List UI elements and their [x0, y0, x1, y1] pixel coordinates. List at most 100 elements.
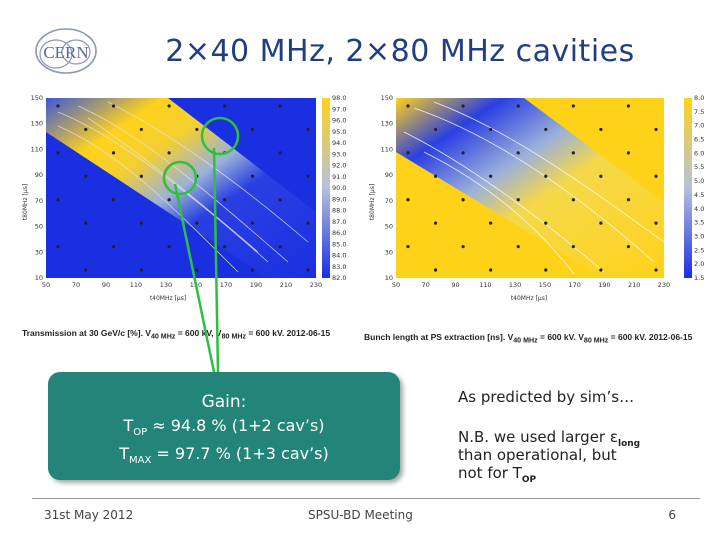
measurement-marker	[654, 268, 658, 272]
y-axis-label: t80MHz [μs]	[22, 184, 29, 220]
measurement-marker	[599, 268, 603, 272]
measurement-marker	[516, 151, 520, 155]
x-tick-label: 70	[72, 281, 80, 289]
measurement-marker	[599, 127, 603, 132]
x-tick-label: 50	[42, 281, 50, 289]
colorbar	[322, 98, 330, 278]
predicted-note: As predicted by sim’s…	[458, 388, 635, 406]
x-tick-label: 210	[628, 281, 640, 289]
y-tick-label: 10	[35, 274, 43, 282]
x-tick-label: 150	[539, 281, 551, 289]
colorbar-tick-label: 90.0	[332, 184, 346, 192]
colorbar-tick-label: 83.0	[332, 263, 346, 271]
measurement-marker	[599, 174, 603, 178]
measurement-marker	[489, 174, 493, 178]
x-tick-label: 90	[102, 281, 110, 289]
contour-lines	[57, 101, 309, 273]
x-tick-label: 50	[392, 281, 400, 289]
measurement-marker	[195, 268, 199, 272]
y-tick-label: 70	[35, 197, 43, 205]
colorbar-tick-label: 95.0	[332, 128, 346, 136]
measurement-marker	[167, 198, 171, 202]
measurement-marker	[306, 221, 310, 225]
measurement-marker	[111, 104, 116, 108]
cern-logo: CERN	[30, 22, 102, 80]
logo-text: CERN	[43, 43, 88, 62]
measurement-marker	[139, 174, 143, 178]
y-tick-label: 90	[385, 171, 393, 179]
measurement-marker	[56, 198, 60, 202]
measurement-marker	[489, 221, 493, 225]
measurement-marker	[626, 104, 631, 108]
measurement-marker	[544, 221, 548, 225]
measurement-marker	[571, 198, 575, 202]
y-tick-label: 130	[31, 120, 43, 128]
measurement-marker	[139, 268, 143, 272]
measurement-marker	[223, 104, 227, 108]
measurement-marker	[654, 221, 658, 225]
y-tick-label: 150	[381, 94, 393, 102]
x-tick-label: 130	[509, 281, 521, 289]
footer-date: 31st May 2012	[44, 508, 134, 522]
measurement-marker	[278, 244, 282, 249]
callout-line-max: TMAX = 97.7 % (1+3 cav’s)	[119, 444, 329, 467]
colorbar-tick-label: 3.5	[694, 219, 704, 227]
x-axis-ticks: 50 70 90 110 130 150 170 190 210 230	[392, 281, 670, 289]
x-tick-label: 170	[220, 281, 232, 289]
colorbar-tick-label: 92.0	[332, 162, 346, 170]
y-tick-label: 130	[381, 120, 393, 128]
measurement-marker	[139, 221, 143, 225]
y-tick-label: 10	[385, 274, 393, 282]
measurement-marker	[489, 127, 493, 132]
y-tick-label: 70	[385, 197, 393, 205]
measurement-marker	[516, 198, 520, 202]
colorbar-tick-label: 85.0	[332, 240, 346, 248]
y-tick-label: 30	[385, 248, 393, 256]
measurement-marker	[654, 174, 658, 178]
measurement-marker	[278, 104, 282, 108]
measurement-marker	[250, 268, 255, 272]
colorbar-tick-label: 7.5	[694, 108, 704, 116]
measurement-marker	[278, 198, 282, 202]
colorbar-tick-label: 2.0	[694, 260, 704, 268]
measurement-marker	[406, 244, 410, 249]
colorbar-tick-label: 84.0	[332, 252, 346, 260]
nb-note-line1: N.B. we used larger εlong	[458, 428, 641, 449]
colorbar-tick-label: 88.0	[332, 207, 346, 215]
measurement-marker	[195, 127, 199, 132]
x-tick-label: 230	[658, 281, 670, 289]
x-tick-label: 230	[310, 281, 322, 289]
colorbar-tick-label: 94.0	[332, 139, 346, 147]
measurement-marker	[599, 221, 603, 225]
measurement-marker	[406, 104, 410, 108]
footer-meeting: SPSU-BD Meeting	[308, 508, 413, 522]
measurement-marker	[433, 127, 438, 132]
colorbar-ticks: 8.0 7.5 7.0 6.5 6.0 5.5 5.0 4.5 4.0 3.5 3.0 2.5 2.0 1…	[694, 94, 704, 282]
colorbar-tick-label: 91.0	[332, 173, 346, 181]
slide-title: 2×40 MHz, 2×80 MHz cavities	[165, 34, 635, 69]
measurement-marker	[461, 244, 465, 249]
colorbar	[684, 98, 692, 278]
colorbar-tick-label: 7.0	[694, 122, 704, 130]
heatmap-band	[396, 98, 664, 278]
right-plot-caption: Bunch length at PS extraction [ns]. V40 …	[364, 332, 693, 345]
colorbar-tick-label: 8.0	[694, 94, 704, 102]
x-tick-label: 170	[568, 281, 580, 289]
measurement-marker	[461, 198, 465, 202]
measurement-marker	[461, 151, 465, 155]
colorbar-tick-label: 5.0	[694, 177, 704, 185]
colorbar-tick-label: 4.5	[694, 191, 704, 199]
measurement-marker	[84, 268, 88, 272]
measurement-marker	[433, 221, 438, 225]
measurement-marker	[544, 174, 548, 178]
x-tick-label: 110	[479, 281, 491, 289]
measurement-marker	[489, 268, 493, 272]
measurement-marker	[626, 244, 631, 249]
measurement-marker	[306, 174, 310, 178]
x-tick-label: 190	[598, 281, 610, 289]
colorbar-tick-label: 86.0	[332, 229, 346, 237]
footer-divider	[32, 498, 700, 499]
left-plot-caption: Transmission at 30 GeV/c [%]. V40 MHz = …	[22, 328, 331, 341]
colorbar-tick-label: 6.0	[694, 149, 704, 157]
